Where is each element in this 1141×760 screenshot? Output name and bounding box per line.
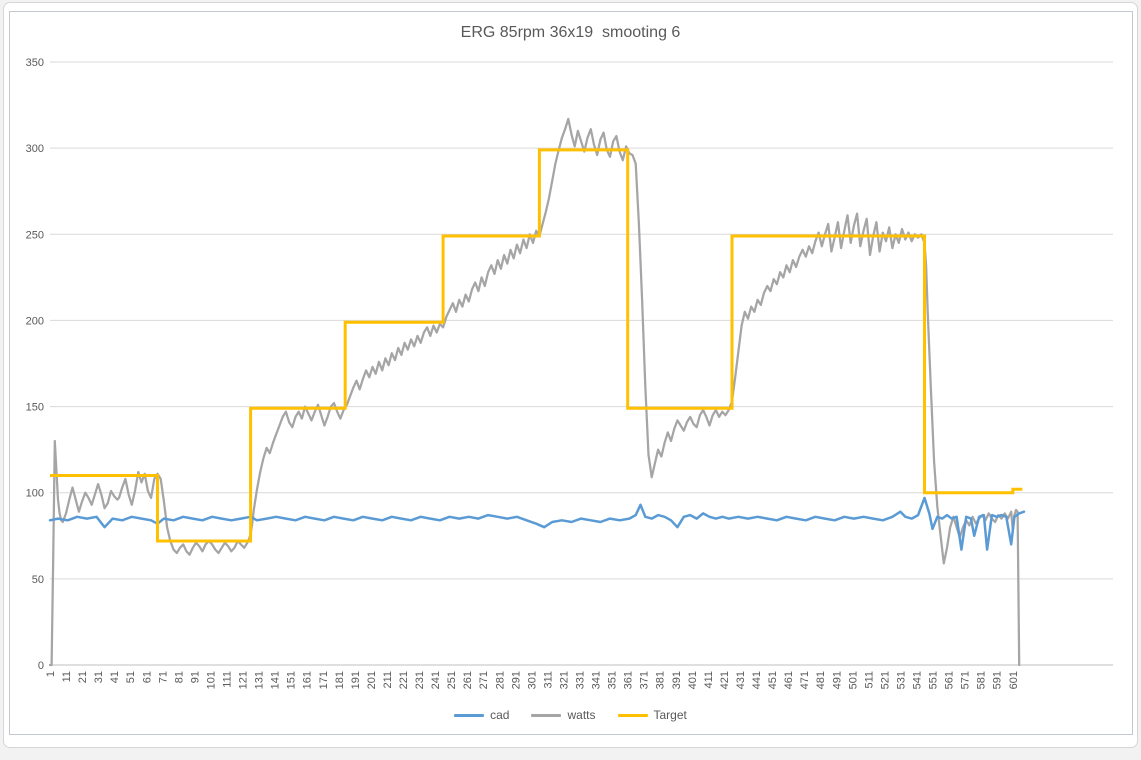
target-line-swatch-icon [617,713,648,717]
chart-legend: cad watts Target [0,708,1141,722]
chart-title: ERG 85rpm 36x19 smooting 6 [460,24,681,41]
watts-line-swatch-icon [531,713,562,717]
cad-line-swatch-icon [454,713,485,717]
legend-label-watts: watts [567,708,596,722]
chart-border [9,11,1133,735]
legend-item-cad: cad [454,708,509,722]
legend-label-target: Target [653,708,687,722]
legend-label-cad: cad [490,708,510,722]
chart-card [3,2,1138,748]
legend-item-target: Target [617,708,687,722]
legend-item-watts: watts [531,708,596,722]
